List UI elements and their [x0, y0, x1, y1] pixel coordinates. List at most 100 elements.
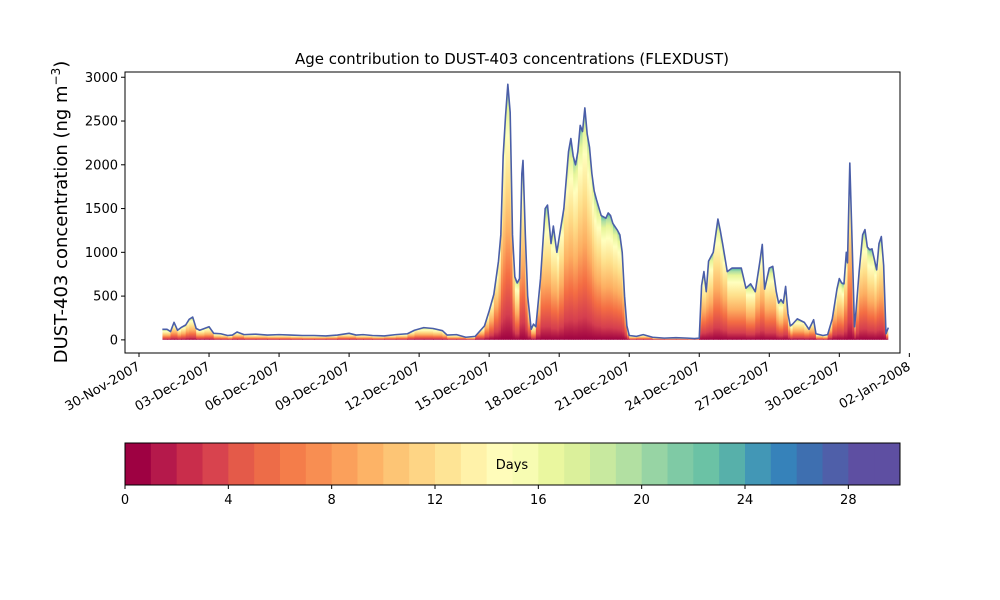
- x-tick-label: 03-Dec-2007: [133, 359, 213, 414]
- x-tick-label: 09-Dec-2007: [273, 359, 353, 414]
- y-axis-label: DUST-403 concentration (ng m−3): [49, 61, 72, 364]
- colorbar-cell: [512, 443, 539, 485]
- x-tick-label: 30-Nov-2007: [63, 359, 143, 414]
- y-axis: 0 500 1000 1500 2000 2500 3000: [85, 71, 125, 348]
- age-band-column: [759, 244, 763, 340]
- age-band-column: [414, 327, 425, 340]
- age-band-column: [498, 234, 502, 340]
- age-band-column: [776, 291, 780, 340]
- age-band-column: [713, 219, 719, 340]
- age-band-column: [237, 331, 245, 340]
- age-band-column: [703, 271, 707, 340]
- age-band-column: [563, 151, 570, 340]
- x-tick-label: 06-Dec-2007: [203, 359, 283, 414]
- age-band-column: [717, 219, 721, 340]
- age-band-column: [596, 199, 602, 340]
- age-band-column: [847, 163, 851, 340]
- age-band-column: [580, 125, 584, 340]
- age-band-column: [769, 266, 774, 340]
- colorbar-cell: [848, 443, 875, 485]
- colorbar-cell: [538, 443, 565, 485]
- age-band-column: [433, 328, 444, 340]
- age-band-column: [836, 278, 840, 340]
- colorbar-cell: [435, 443, 462, 485]
- colorbar-cell: [745, 443, 772, 485]
- age-band-column: [442, 330, 448, 340]
- colorbar-tick-label: 16: [530, 493, 547, 508]
- age-band-column: [808, 319, 815, 340]
- y-tick-label: 2000: [85, 158, 118, 173]
- age-band-column: [859, 234, 864, 340]
- age-band-column: [608, 212, 612, 340]
- age-band-column: [664, 337, 677, 340]
- colorbar-tick-label: 28: [840, 493, 857, 508]
- age-band-column: [290, 335, 304, 340]
- age-band-column: [855, 271, 860, 340]
- age-band-column: [869, 248, 873, 340]
- y-axis-label-main: DUST-403 concentration (ng m: [51, 85, 72, 363]
- age-band-column: [764, 268, 770, 340]
- age-band-column: [568, 138, 572, 340]
- age-band-column: [785, 286, 789, 340]
- age-band-column: [874, 259, 878, 340]
- age-band-column: [209, 326, 215, 340]
- age-band-column: [722, 243, 728, 340]
- age-band-column: [854, 315, 857, 340]
- colorbar-cell: [796, 443, 823, 485]
- age-band-column: [244, 334, 257, 340]
- colorbar-cell: [125, 443, 152, 485]
- age-band-column: [755, 261, 761, 340]
- age-band-column: [778, 299, 782, 340]
- age-band-column: [189, 317, 194, 340]
- colorbar-cell: [280, 443, 307, 485]
- colorbar-cell: [770, 443, 798, 485]
- age-band-column: [787, 313, 791, 340]
- plot-frame: [124, 71, 901, 354]
- colorbar-cell: [383, 443, 410, 485]
- age-band-column: [815, 333, 824, 340]
- age-band-column: [465, 336, 476, 340]
- age-band-column: [832, 289, 838, 340]
- age-band-column: [356, 334, 364, 340]
- age-band-column: [493, 261, 500, 340]
- colorbar-label: Days: [496, 458, 529, 473]
- colorbar-tick-label: 12: [427, 493, 444, 508]
- y-axis-label-close: ): [51, 61, 72, 68]
- y-tick-label: 0: [110, 333, 118, 348]
- chart-title: Age contribution to DUST-403 concentrati…: [295, 50, 729, 68]
- age-band-column: [605, 212, 609, 340]
- age-band-column: [706, 261, 710, 340]
- colorbar-cell: [667, 443, 694, 485]
- colorbar-cell: [228, 443, 255, 485]
- age-band-column: [594, 191, 598, 340]
- x-tick-label: 15-Dec-2007: [413, 359, 493, 414]
- total-concentration-line: [162, 83, 890, 340]
- age-band-column: [643, 334, 654, 340]
- colorbar-cell: [357, 443, 384, 485]
- x-tick-label: 12-Dec-2007: [343, 359, 423, 414]
- age-band-column: [363, 334, 374, 340]
- y-tick-label: 3000: [85, 71, 118, 86]
- age-band-column: [843, 252, 847, 340]
- age-band-column: [213, 333, 222, 340]
- x-axis: 30-Nov-200703-Dec-200706-Dec-200709-Dec-…: [63, 353, 914, 415]
- x-tick-label: 02-Jan-2008: [837, 359, 914, 412]
- y-tick-label: 1000: [85, 246, 118, 261]
- age-band-column: [521, 160, 524, 340]
- age-band-column: [227, 335, 233, 340]
- age-band-column: [601, 215, 607, 340]
- age-band-column: [762, 244, 766, 340]
- age-band-column: [727, 268, 733, 340]
- colorbar-cell: [615, 443, 643, 485]
- colorbar-tick-label: 8: [328, 493, 336, 508]
- colorbar-tick-label: 24: [737, 493, 754, 508]
- age-band-column: [407, 330, 416, 340]
- age-band-column: [533, 324, 537, 340]
- age-band-column: [745, 283, 752, 340]
- age-band-column: [876, 243, 880, 340]
- age-band-column: [589, 147, 593, 340]
- age-band-column: [559, 208, 565, 340]
- age-band-column: [612, 223, 619, 340]
- colorbar-cell: [719, 443, 746, 485]
- colorbar-cell: [150, 443, 178, 485]
